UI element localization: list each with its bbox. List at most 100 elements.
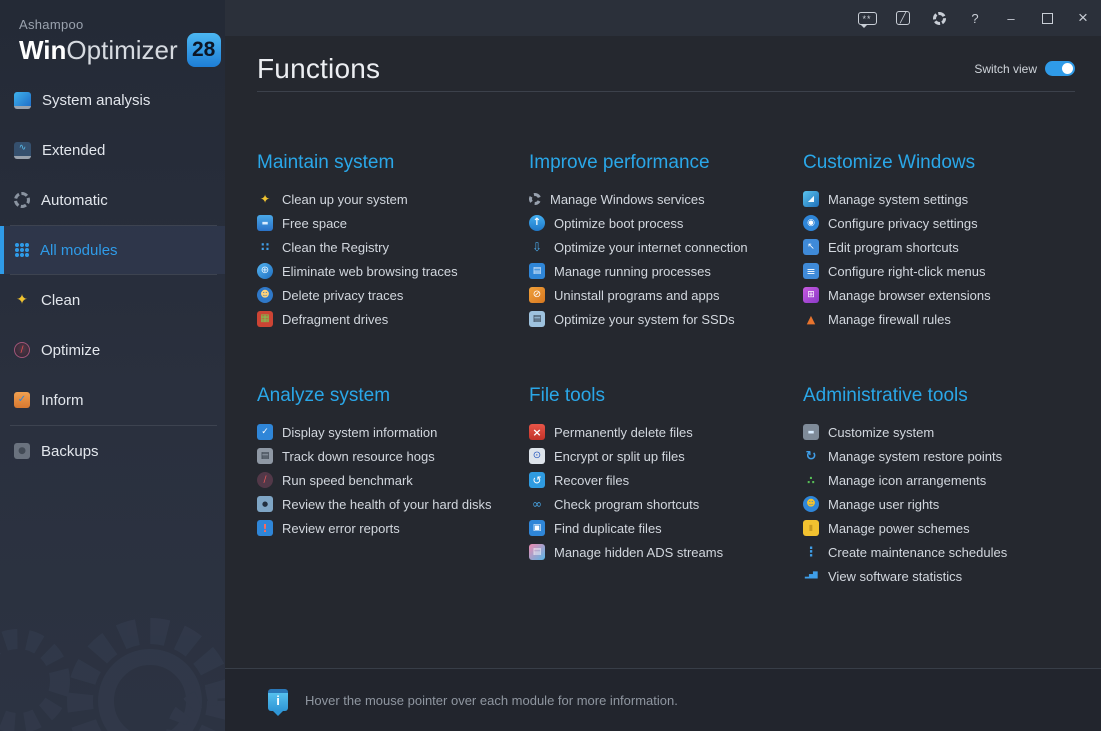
module-item-label: Delete privacy traces	[282, 287, 404, 303]
module-item-label: Find duplicate files	[554, 520, 662, 536]
brand-name: Ashampoo	[19, 17, 84, 32]
group-title: Maintain system	[257, 152, 395, 173]
camera-icon: ●	[14, 443, 30, 459]
user-rights-shield-icon: ☻	[803, 496, 819, 512]
module-item-free-space[interactable]: ▬ Free space	[257, 211, 529, 235]
privacy-shield-icon: ☻	[257, 287, 273, 303]
module-item-optimize-your-system-for-ssds[interactable]: ▤ Optimize your system for SSDs	[529, 307, 803, 331]
module-item-manage-system-settings[interactable]: ◢ Manage system settings	[803, 187, 1075, 211]
module-item-create-maintenance-schedules[interactable]: ⋮ Create maintenance schedules	[803, 540, 1075, 564]
module-item-label: Run speed benchmark	[282, 472, 413, 488]
module-item-label: Manage hidden ADS streams	[554, 544, 724, 560]
module-item-configure-privacy-settings[interactable]: ◉ Configure privacy settings	[803, 211, 1075, 235]
module-item-review-error-reports[interactable]: ! Review error reports	[257, 516, 529, 540]
module-item-optimize-your-internet-connection[interactable]: ⇩ Optimize your internet connection	[529, 235, 803, 259]
module-item-label: Manage running processes	[554, 263, 711, 279]
module-item-defragment-drives[interactable]: ▦ Defragment drives	[257, 307, 529, 331]
module-item-label: Manage firewall rules	[828, 311, 951, 327]
boot-up-icon: ↑	[529, 215, 545, 231]
module-item-label: Clean up your system	[282, 191, 408, 207]
group-analyze-system: Analyze system ✓ Display system informatio…	[257, 385, 529, 588]
schedule-list-icon: ⋮	[804, 544, 818, 560]
encrypt-lock-icon: ⊙	[529, 448, 545, 464]
module-item-label: Create maintenance schedules	[828, 544, 1008, 560]
module-item-track-down-resource-hogs[interactable]: ▤ Track down resource hogs	[257, 444, 529, 468]
module-item-label: Customize system	[828, 424, 935, 440]
feedback-icon[interactable]: **	[849, 0, 885, 36]
module-item-label: Uninstall programs and apps	[554, 287, 720, 303]
module-item-customize-system[interactable]: ▬ Customize system	[803, 420, 1075, 444]
module-item-display-system-information[interactable]: ✓ Display system information	[257, 420, 529, 444]
sidebar-item-label: Inform	[41, 391, 84, 409]
sidebar-item-extended[interactable]: ∿ Extended	[0, 125, 225, 175]
group-title: Administrative tools	[803, 385, 968, 406]
module-item-configure-right-click-menus[interactable]: ≡ Configure right-click menus	[803, 259, 1075, 283]
module-item-manage-windows-services[interactable]: Manage Windows services	[529, 187, 803, 211]
module-item-label: Manage icon arrangements	[828, 472, 987, 488]
sidebar-item-all-modules[interactable]: All modules	[0, 226, 225, 274]
sidebar-item-automatic[interactable]: Automatic	[0, 175, 225, 225]
group-title: File tools	[529, 385, 606, 406]
module-item-label: Permanently delete files	[554, 424, 693, 440]
group-maintain-system: Maintain system ✦ Clean up your system ▬ Fre…	[257, 152, 529, 331]
module-item-label: Defragment drives	[282, 311, 389, 327]
module-item-clean-up-your-system[interactable]: ✦ Clean up your system	[257, 187, 529, 211]
module-item-manage-firewall-rules[interactable]: ▲ Manage firewall rules	[803, 307, 1075, 331]
module-item-view-software-statistics[interactable]: ▂▅█ View software statistics	[803, 564, 1075, 588]
maximize-icon[interactable]	[1029, 0, 1065, 36]
module-item-label: Review error reports	[282, 520, 400, 536]
module-item-clean-the-registry[interactable]: ∷ Clean the Registry	[257, 235, 529, 259]
module-item-label: Edit program shortcuts	[828, 239, 959, 255]
laptop-pulse-icon: ∿	[14, 141, 31, 159]
page-title: Functions	[257, 52, 381, 84]
module-item-label: Optimize your system for SSDs	[554, 311, 735, 327]
sidebar-item-optimize[interactable]: ∕ Optimize	[0, 325, 225, 375]
uninstall-icon: ⊘	[529, 287, 545, 303]
module-item-manage-user-rights[interactable]: ☻ Manage user rights	[803, 492, 1075, 516]
internet-download-icon: ⇩	[531, 240, 543, 254]
module-item-label: Manage power schemes	[828, 520, 970, 536]
minimize-icon[interactable]: –	[1007, 10, 1015, 26]
product-name: WinOptimizer	[19, 35, 178, 65]
module-item-manage-browser-extensions[interactable]: ⊞ Manage browser extensions	[803, 283, 1075, 307]
sidebar-item-system-analysis[interactable]: System analysis	[0, 75, 225, 125]
module-item-label: Review the health of your hard disks	[282, 496, 492, 512]
module-item-uninstall-programs-and-apps[interactable]: ⊘ Uninstall programs and apps	[529, 283, 803, 307]
edit-note-icon[interactable]: ╱	[885, 0, 921, 36]
module-item-run-speed-benchmark[interactable]: ∕ Run speed benchmark	[257, 468, 529, 492]
module-item-review-the-health-of-your-hard-disks[interactable]: ● Review the health of your hard disks	[257, 492, 529, 516]
privacy-eye-shield-icon: ◉	[803, 215, 819, 231]
module-item-eliminate-web-browsing-traces[interactable]: ⊕ Eliminate web browsing traces	[257, 259, 529, 283]
module-item-edit-program-shortcuts[interactable]: ↖ Edit program shortcuts	[803, 235, 1075, 259]
error-reports-icon: !	[257, 520, 273, 536]
shortcut-file-icon: ↖	[803, 239, 819, 255]
broom-icon: ✦	[259, 192, 271, 206]
puzzle-icon: ⊞	[803, 287, 819, 303]
settings-gear-icon[interactable]	[921, 0, 957, 36]
module-item-permanently-delete-files[interactable]: × Permanently delete files	[529, 420, 803, 444]
context-menu-icon: ≡	[803, 263, 819, 279]
module-item-manage-running-processes[interactable]: ▤ Manage running processes	[529, 259, 803, 283]
group-file-tools: File tools × Permanently delete files ⊙ Encr…	[529, 385, 803, 588]
module-item-optimize-boot-process[interactable]: ↑ Optimize boot process	[529, 211, 803, 235]
sidebar-item-clean[interactable]: ✦ Clean	[0, 275, 225, 325]
module-item-manage-hidden-ads-streams[interactable]: ▤ Manage hidden ADS streams	[529, 540, 803, 564]
module-item-encrypt-or-split-up-files[interactable]: ⊙ Encrypt or split up files	[529, 444, 803, 468]
disk-health-icon: ●	[257, 496, 273, 512]
close-icon[interactable]: ×	[1078, 8, 1088, 27]
sidebar-item-inform[interactable]: ✓ Inform	[0, 375, 225, 425]
module-item-delete-privacy-traces[interactable]: ☻ Delete privacy traces	[257, 283, 529, 307]
module-item-label: Track down resource hogs	[282, 448, 435, 464]
delete-trash-icon: ×	[529, 424, 545, 440]
module-item-find-duplicate-files[interactable]: ▣ Find duplicate files	[529, 516, 803, 540]
link-chain-icon: ∞	[532, 497, 542, 511]
module-item-manage-power-schemes[interactable]: ▮ Manage power schemes	[803, 516, 1075, 540]
firewall-flame-icon: ▲	[806, 312, 816, 326]
module-item-recover-files[interactable]: ↺ Recover files	[529, 468, 803, 492]
switch-view-toggle[interactable]	[1045, 61, 1075, 76]
module-item-manage-icon-arrangements[interactable]: ∴ Manage icon arrangements	[803, 468, 1075, 492]
module-item-check-program-shortcuts[interactable]: ∞ Check program shortcuts	[529, 492, 803, 516]
sidebar-item-backups[interactable]: ● Backups	[0, 426, 225, 476]
module-item-manage-system-restore-points[interactable]: ↻ Manage system restore points	[803, 444, 1075, 468]
help-icon[interactable]: ?	[971, 10, 979, 26]
